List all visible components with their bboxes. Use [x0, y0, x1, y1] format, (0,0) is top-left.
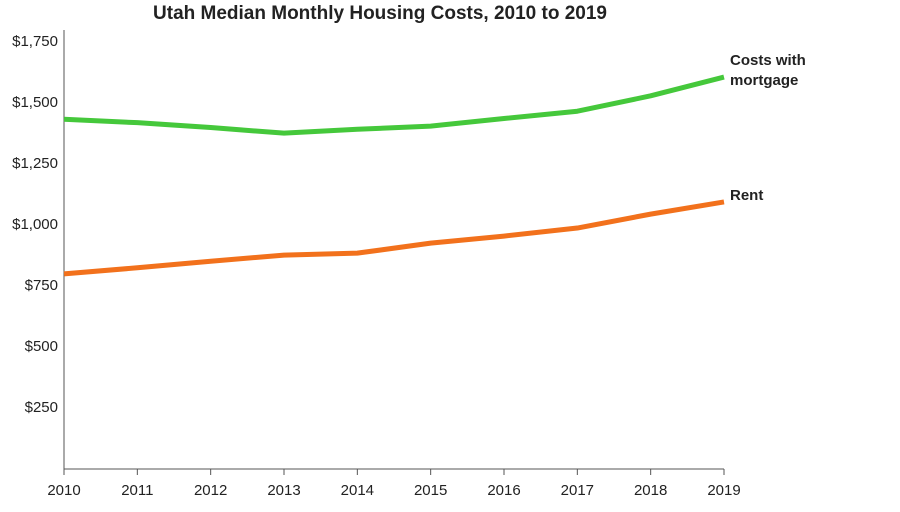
- x-tick-label: 2018: [634, 482, 667, 499]
- y-tick-label: $500: [25, 338, 58, 355]
- y-tick-label: $1,750: [12, 33, 58, 50]
- y-tick-label: $1,000: [12, 216, 58, 233]
- x-tick-label: 2016: [487, 482, 520, 499]
- y-tick-label: $750: [25, 277, 58, 294]
- x-tick-label: 2011: [121, 482, 153, 499]
- x-tick-label: 2015: [414, 482, 447, 499]
- x-tick-label: 2017: [561, 482, 594, 499]
- series-label: Costs with mortgage: [730, 52, 806, 90]
- y-tick-label: $250: [25, 399, 58, 416]
- x-tick-label: 2014: [341, 482, 374, 499]
- y-tick-label: $1,500: [12, 94, 58, 111]
- x-tick-label: 2010: [47, 482, 80, 499]
- x-tick-label: 2012: [194, 482, 227, 499]
- x-tick-label: 2013: [267, 482, 300, 499]
- series-line: [63, 199, 725, 277]
- chart-title: Utah Median Monthly Housing Costs, 2010 …: [153, 3, 607, 24]
- series-label: Rent: [730, 186, 764, 204]
- y-tick-label: $1,250: [12, 155, 58, 172]
- x-tick-label: 2019: [707, 482, 740, 499]
- series-line: [63, 74, 725, 136]
